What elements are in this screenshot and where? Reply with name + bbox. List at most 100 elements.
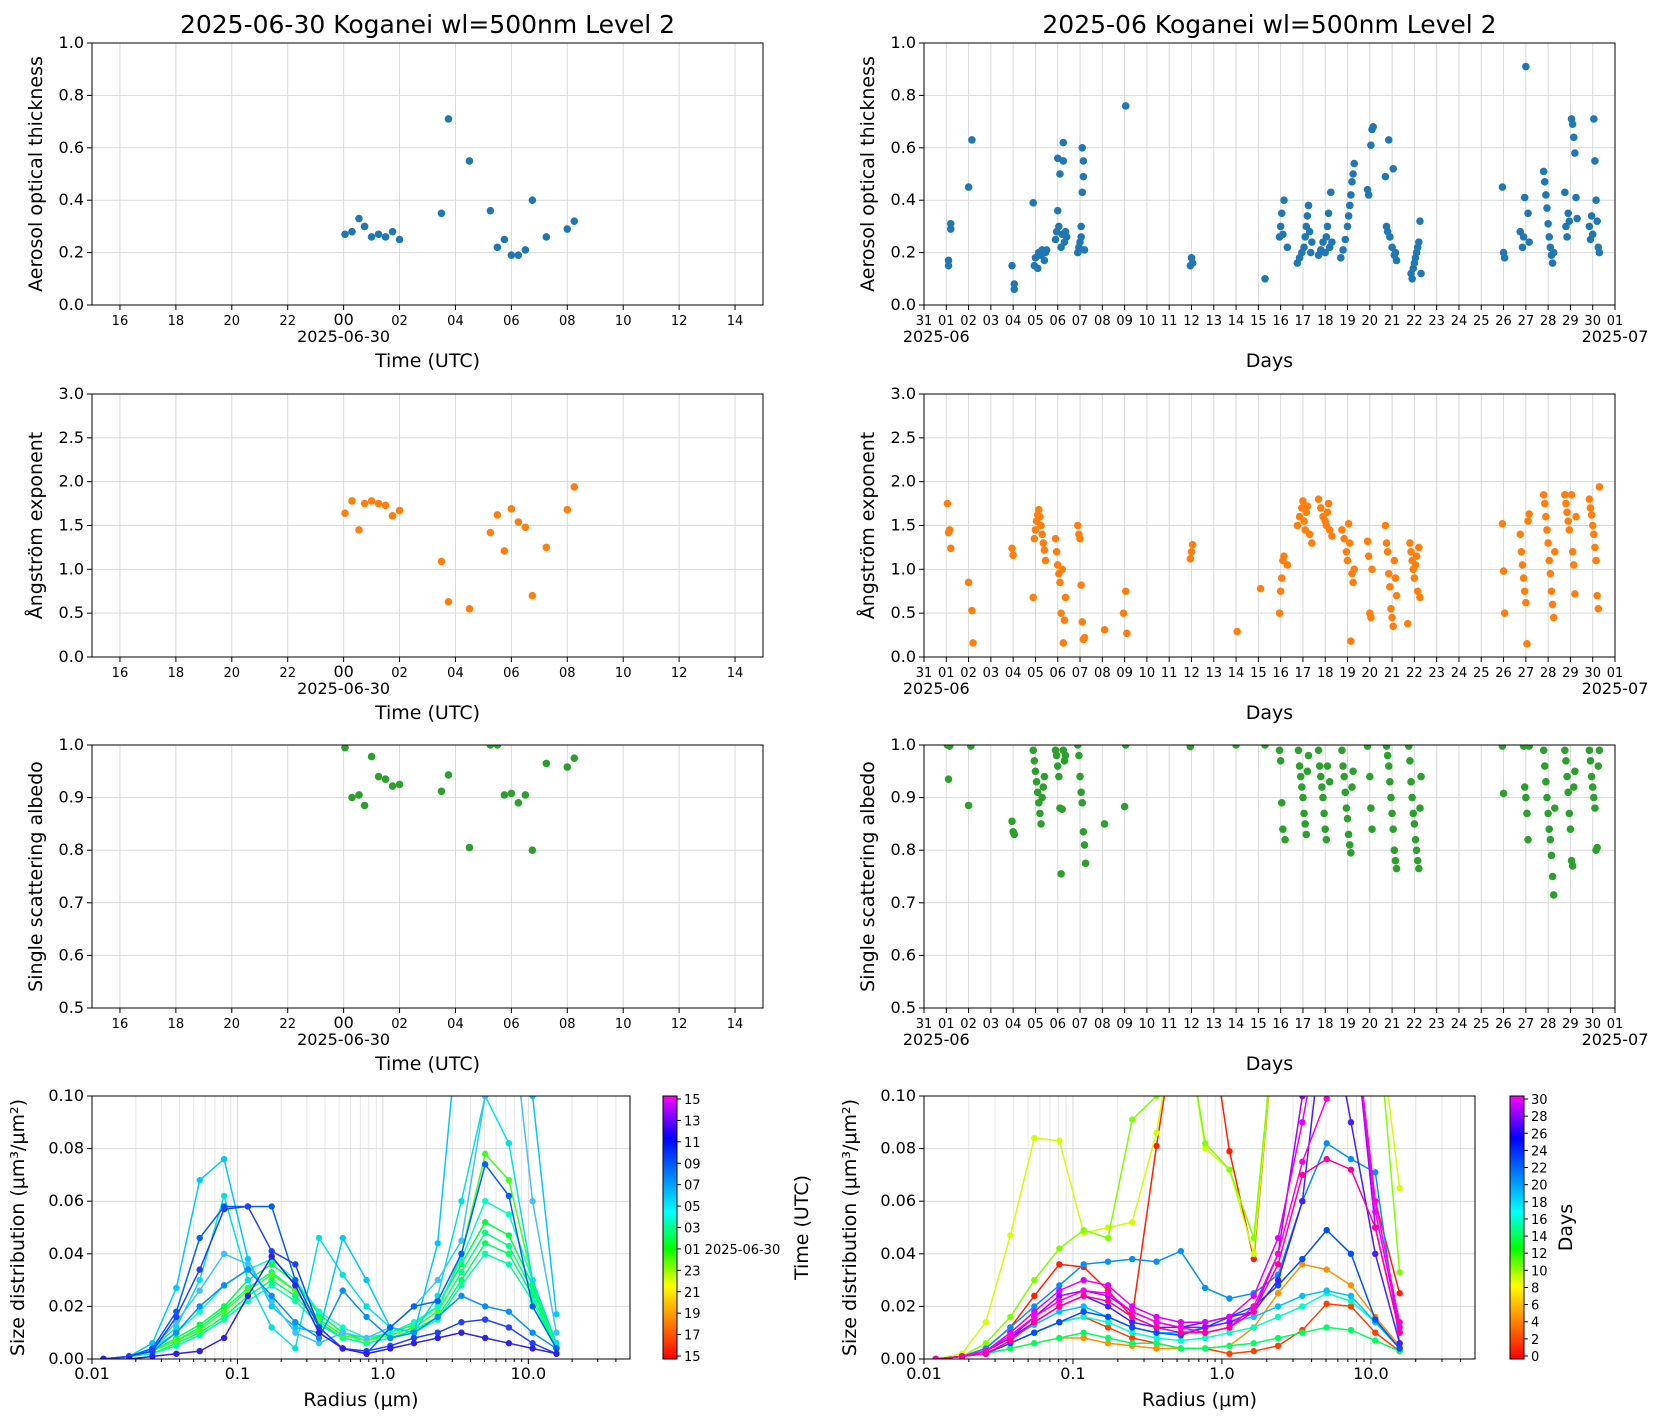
data-point: [1367, 804, 1375, 812]
data-point: [1039, 783, 1048, 791]
data-point: [1074, 521, 1082, 530]
data-point: [1276, 222, 1285, 231]
data-point: [1010, 830, 1019, 839]
x-tick-label: 01: [938, 666, 955, 681]
x-tick-label: 12: [671, 314, 688, 329]
data-point: [1390, 556, 1399, 565]
data-point: [458, 988, 464, 994]
data-point: [437, 557, 446, 566]
data-point: [1392, 864, 1401, 873]
data-point: [1007, 1313, 1014, 1321]
aot-day-chart: 16 18 20 22 00 02 04 06 08 10 12 14 0.0 0.2 0.4 0.6 0.8 1…: [25, 10, 764, 372]
data-point: [1031, 767, 1040, 776]
data-point: [1250, 1340, 1257, 1347]
data-point: [1408, 275, 1416, 283]
data-point: [1250, 1308, 1257, 1315]
colorbar-tick-label: 6: [1531, 1299, 1539, 1314]
data-point: [1283, 243, 1292, 252]
data-point: [196, 1321, 203, 1329]
ssa-day-grid: [92, 744, 763, 1009]
data-point: [1590, 530, 1598, 539]
data-point: [1386, 583, 1394, 591]
x-tick-label: 20: [224, 1017, 241, 1032]
y-axis-label: Size distribution (μm³/μm²): [7, 1099, 29, 1356]
data-series: [932, 1290, 1403, 1359]
data-point: [1407, 548, 1415, 556]
x-tick-label: 02: [960, 314, 977, 329]
data-point: [339, 1329, 346, 1336]
data-point: [458, 1237, 465, 1244]
data-point: [1129, 1308, 1136, 1315]
y-tick-label: 0.5: [891, 603, 916, 622]
data-point: [1586, 504, 1595, 512]
x-tick-label: 14: [1228, 1017, 1245, 1032]
colorbar-tick-label: 15: [684, 1093, 701, 1108]
data-point: [1546, 569, 1555, 578]
data-point: [1571, 767, 1579, 776]
data-point: [542, 543, 551, 552]
data-point: [529, 1198, 536, 1205]
colorbar-tick-label: 11: [684, 1136, 701, 1151]
data-point: [1274, 1313, 1282, 1321]
y-tick-label: 0.6: [891, 138, 916, 157]
y-tick-label: 1.5: [59, 516, 84, 535]
data-point: [244, 1255, 252, 1263]
data-point: [1056, 1334, 1063, 1342]
data-point: [1363, 745, 1372, 750]
data-point: [1545, 233, 1554, 241]
data-point: [505, 1242, 513, 1250]
data-point: [1226, 1329, 1233, 1336]
data-point: [1415, 238, 1423, 246]
data-point: [1033, 788, 1042, 797]
data-point: [1303, 767, 1312, 776]
data-point: [521, 523, 530, 532]
data-point: [458, 1318, 465, 1326]
data-point: [1080, 633, 1089, 642]
data-point: [1261, 275, 1269, 283]
data-point: [1323, 988, 1329, 994]
x-tick-label: 18: [168, 666, 185, 681]
data-point: [315, 1234, 323, 1242]
data-point: [1343, 222, 1352, 231]
data-point: [1519, 574, 1528, 582]
data-point: [1417, 772, 1425, 781]
data-point: [1368, 825, 1376, 833]
data-point: [1051, 235, 1060, 244]
psd-month-frame: [923, 1095, 1476, 1360]
data-point: [932, 1355, 939, 1359]
x-tick-label: 10: [615, 1017, 632, 1032]
x-tick-label: 26: [1495, 314, 1512, 329]
x-tick-label: 02: [391, 314, 408, 329]
data-point: [481, 1161, 489, 1168]
x-tick-label: 14: [727, 666, 744, 681]
colorbar-tick-label: 13: [684, 1114, 701, 1129]
data-point: [268, 1203, 275, 1210]
data-point: [315, 1334, 323, 1342]
x-tick-label: 02: [960, 1017, 977, 1032]
data-point: [1406, 539, 1414, 547]
data-point: [500, 547, 509, 555]
data-point: [1345, 539, 1354, 547]
data-point: [1341, 788, 1350, 797]
data-point: [1274, 1334, 1282, 1342]
data-point: [220, 1205, 228, 1213]
data-point: [1078, 144, 1087, 152]
data-point: [268, 1324, 275, 1331]
x-tick-label: 22: [1406, 666, 1423, 681]
data-point: [268, 1297, 275, 1305]
data-point: [1201, 1145, 1209, 1152]
data-point: [125, 1355, 133, 1359]
data-point: [1540, 762, 1549, 770]
data-point: [1233, 627, 1241, 636]
x-tick-label: 12: [1183, 1017, 1200, 1032]
data-point: [486, 206, 495, 215]
data-point: [1226, 1318, 1233, 1326]
data-point: [1500, 609, 1509, 617]
data-point: [1348, 988, 1354, 994]
data-point: [1056, 1303, 1063, 1310]
x-tick-label: 11: [1161, 1017, 1178, 1032]
data-point: [553, 1345, 560, 1352]
series-line: [103, 1252, 558, 1359]
data-point: [1078, 799, 1087, 807]
data-point: [1348, 988, 1354, 994]
